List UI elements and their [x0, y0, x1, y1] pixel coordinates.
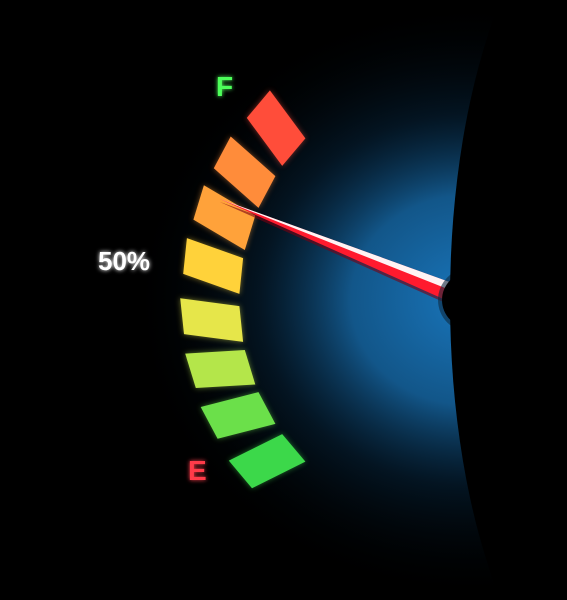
label-full: F	[216, 71, 233, 102]
label-mid: 50%	[98, 246, 150, 276]
fuel-gauge: F 50% E	[0, 0, 567, 600]
label-empty: E	[188, 455, 207, 486]
gauge-segment	[185, 350, 255, 388]
